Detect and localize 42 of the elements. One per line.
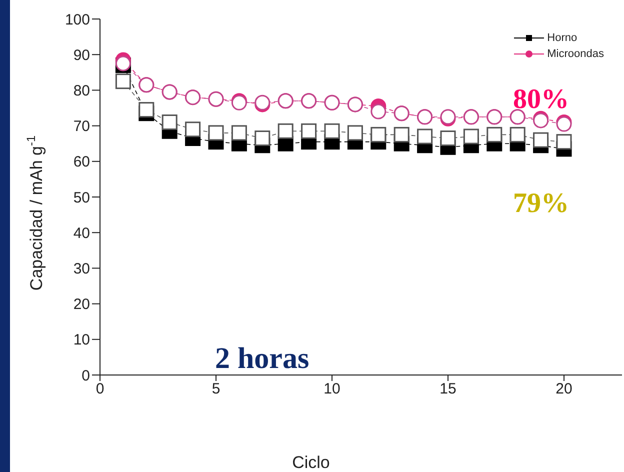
point: [324, 123, 340, 139]
x-tick-label: 15: [440, 380, 456, 398]
x-tick-label: 20: [556, 380, 572, 398]
y-tick-label: 100: [64, 11, 90, 28]
y-tick-label: 0: [82, 367, 90, 384]
point: [185, 122, 201, 138]
point: [231, 125, 247, 141]
point: [510, 126, 526, 142]
point: [347, 125, 363, 141]
y-tick-label: 60: [73, 154, 90, 171]
point: [208, 125, 224, 141]
y-tick-label: 20: [73, 296, 90, 314]
legend-label: Horno: [547, 32, 578, 44]
point: [278, 123, 294, 139]
point: [533, 132, 549, 148]
y-tick-label: 70: [73, 118, 90, 136]
annotation: 79%: [513, 188, 569, 220]
x-axis-title: Ciclo: [292, 453, 330, 472]
y-tick-label: 10: [73, 332, 90, 349]
point: [556, 134, 572, 150]
point: [301, 123, 317, 139]
point: [463, 128, 479, 144]
point: [486, 126, 502, 142]
point: [254, 130, 270, 146]
point: [138, 102, 154, 118]
point: [370, 104, 386, 120]
annotation: 80%: [513, 84, 569, 116]
x-tick-label: 10: [324, 380, 340, 398]
point: [162, 114, 178, 130]
annotation: 2 horas: [215, 342, 310, 376]
y-tick-label: 90: [73, 46, 90, 64]
legend-label: Microondas: [547, 48, 604, 60]
y-tick-label: 40: [73, 224, 90, 242]
point: [417, 128, 433, 144]
point: [394, 126, 410, 142]
x-tick-label: 0: [96, 380, 104, 398]
point: [440, 130, 456, 146]
point: [370, 126, 386, 142]
y-tick-label: 80: [73, 82, 90, 100]
y-tick-label: 30: [73, 260, 90, 278]
y-tick-label: 50: [73, 189, 90, 206]
x-tick-label: 5: [212, 380, 220, 398]
